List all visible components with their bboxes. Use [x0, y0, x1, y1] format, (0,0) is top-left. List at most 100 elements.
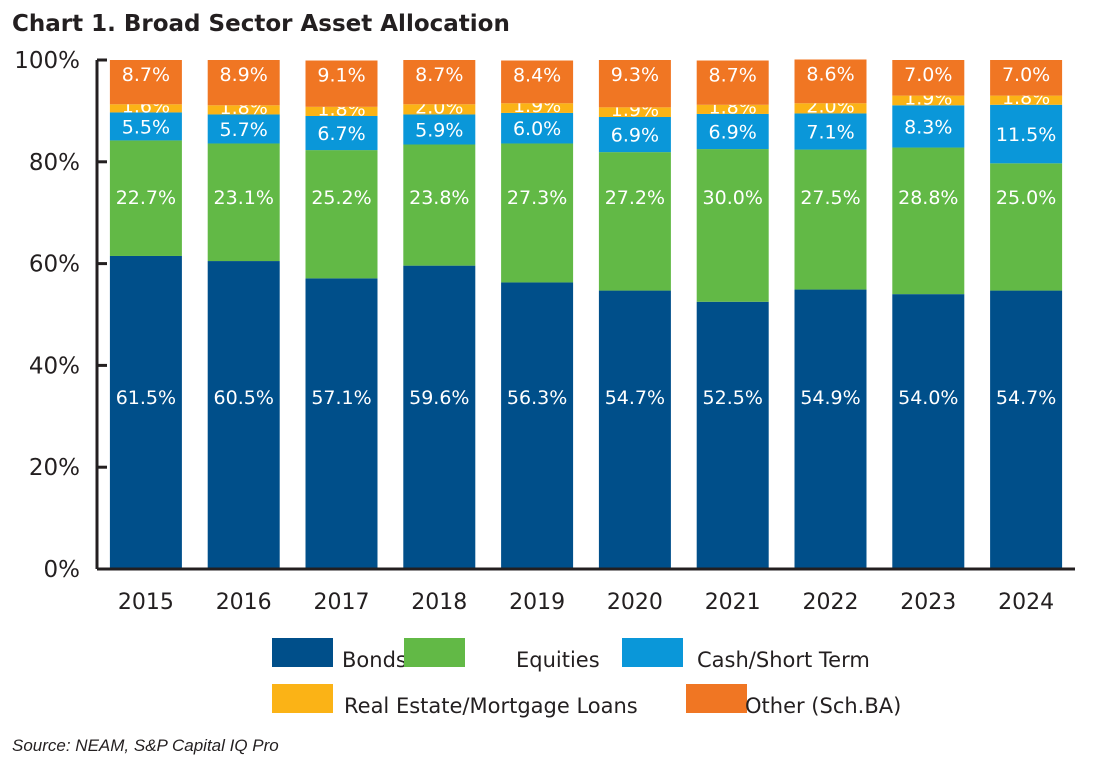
data-label: 6.7% [317, 123, 365, 145]
bar-segment-real-estate-mortgage-loans [109, 104, 182, 113]
data-label: 59.6% [409, 387, 469, 409]
source-note: Source: NEAM, S&P Capital IQ Pro [12, 736, 279, 755]
data-label: 8.3% [904, 116, 952, 138]
x-tick-label: 2016 [216, 590, 272, 615]
data-label: 9.1% [317, 65, 365, 87]
legend-label: Cash/Short Term [697, 648, 870, 672]
data-label: 27.3% [507, 187, 567, 209]
bar-2018: 59.6%23.8%5.9%2.0%8.7% [403, 60, 476, 569]
bar-segment-real-estate-mortgage-loans [696, 104, 769, 114]
data-label: 6.0% [513, 118, 561, 140]
bar-2023: 54.0%28.8%8.3%1.9%7.0% [892, 60, 965, 569]
x-tick-label: 2023 [900, 590, 956, 615]
data-label: 56.3% [507, 387, 567, 409]
bar-segment-bonds [990, 290, 1063, 569]
bar-2016: 60.5%23.1%5.7%1.8%8.9% [207, 60, 280, 569]
bar-segment-cash-short-term [207, 114, 280, 144]
bar-segment-real-estate-mortgage-loans [990, 95, 1063, 105]
data-label: 7.1% [806, 122, 854, 144]
x-tick-label: 2018 [411, 590, 467, 615]
legend-swatch [404, 638, 465, 667]
data-label: 7.0% [904, 64, 952, 86]
data-label: 54.7% [605, 387, 665, 409]
x-tick-label: 2024 [998, 590, 1054, 615]
bar-2024: 54.7%25.0%11.5%1.8%7.0% [990, 60, 1063, 569]
bar-segment-real-estate-mortgage-loans [501, 103, 574, 113]
data-label: 9.3% [611, 64, 659, 86]
y-tick-label: 40% [29, 353, 80, 379]
y-tick-label: 100% [14, 48, 80, 74]
data-label: 27.5% [800, 187, 860, 209]
data-label: 57.1% [311, 387, 371, 409]
bar-segment-bonds [109, 255, 182, 569]
data-label: 28.8% [898, 187, 958, 209]
data-label: 8.9% [220, 64, 268, 86]
x-tick-label: 2022 [803, 590, 859, 615]
data-label: 6.9% [611, 125, 659, 147]
bar-segment-equities [598, 152, 671, 291]
legend-item: Bonds [272, 638, 407, 672]
x-tick-label: 2021 [705, 590, 761, 615]
bar-2017: 57.1%25.2%6.7%1.8%9.1% [305, 60, 378, 569]
data-label: 11.5% [996, 124, 1056, 146]
legend: Bonds Equities Cash/Short Term Real Estate/… [272, 638, 901, 718]
bar-segment-equities [892, 147, 965, 295]
bar-segment-equities [794, 149, 867, 290]
chart-title: Chart 1. Broad Sector Asset Allocation [12, 11, 510, 37]
data-label: 27.2% [605, 187, 665, 209]
legend-swatch [272, 638, 333, 667]
bar-segment-cash-short-term [598, 117, 671, 153]
data-label: 8.6% [806, 63, 854, 85]
legend-item: Real Estate/Mortgage Loans [272, 684, 638, 718]
bar-segment-other-sch-ba- [892, 60, 965, 96]
bar-segment-other-sch-ba- [598, 60, 671, 108]
data-label: 6.9% [709, 122, 757, 144]
legend-label: Other (Sch.BA) [745, 694, 901, 718]
x-tick-label: 2015 [118, 590, 174, 615]
bar-segment-bonds [892, 294, 965, 569]
bar-segment-equities [501, 143, 574, 283]
bar-segment-bonds [403, 265, 476, 569]
bar-segment-cash-short-term [305, 115, 378, 151]
bar-segment-other-sch-ba- [207, 60, 280, 106]
data-label: 8.7% [709, 65, 757, 87]
bar-segment-other-sch-ba- [794, 59, 867, 104]
data-label: 25.0% [996, 187, 1056, 209]
bar-segment-cash-short-term [892, 105, 965, 148]
data-label: 8.7% [122, 64, 170, 86]
legend-swatch [622, 638, 683, 667]
y-tick-label: 60% [29, 252, 80, 278]
legend-item: Equities [404, 638, 600, 672]
bar-segment-cash-short-term [794, 113, 867, 150]
y-tick-label: 0% [44, 557, 81, 583]
bar-segment-bonds [598, 290, 671, 569]
bar-segment-real-estate-mortgage-loans [892, 95, 965, 106]
x-tick-label: 2020 [607, 590, 663, 615]
bar-2015: 61.5%22.7%5.5%1.6%8.7% [109, 60, 182, 569]
bar-segment-bonds [501, 282, 574, 569]
bar-segment-cash-short-term [990, 104, 1063, 164]
data-label: 23.8% [409, 187, 469, 209]
bar-segment-cash-short-term [696, 113, 769, 150]
data-label: 61.5% [116, 387, 176, 409]
y-tick-label: 80% [29, 150, 80, 176]
bars: 61.5%22.7%5.5%1.6%8.7%60.5%23.1%5.7%1.8%… [109, 59, 1063, 569]
x-axis: 2015 2016 2017 2018 2019 2020 2021 2022 2023 2024 [97, 567, 1075, 615]
data-label: 54.0% [898, 387, 958, 409]
bar-segment-other-sch-ba- [109, 60, 182, 105]
data-label: 8.4% [513, 65, 561, 87]
bar-segment-equities [305, 150, 378, 279]
bar-segment-other-sch-ba- [403, 60, 476, 105]
bar-segment-equities [109, 140, 182, 256]
bar-segment-bonds [794, 289, 867, 569]
legend-label: Equities [516, 648, 600, 672]
bar-segment-other-sch-ba- [501, 60, 574, 104]
y-axis: 0% 20% 40% 60% 80% 100% [14, 48, 107, 583]
legend-item: Other (Sch.BA) [686, 684, 901, 718]
bar-segment-real-estate-mortgage-loans [794, 103, 867, 114]
data-label: 30.0% [703, 187, 763, 209]
bar-2019: 56.3%27.3%6.0%1.9%8.4% [501, 60, 574, 569]
data-label: 60.5% [214, 387, 274, 409]
data-label: 23.1% [214, 187, 274, 209]
